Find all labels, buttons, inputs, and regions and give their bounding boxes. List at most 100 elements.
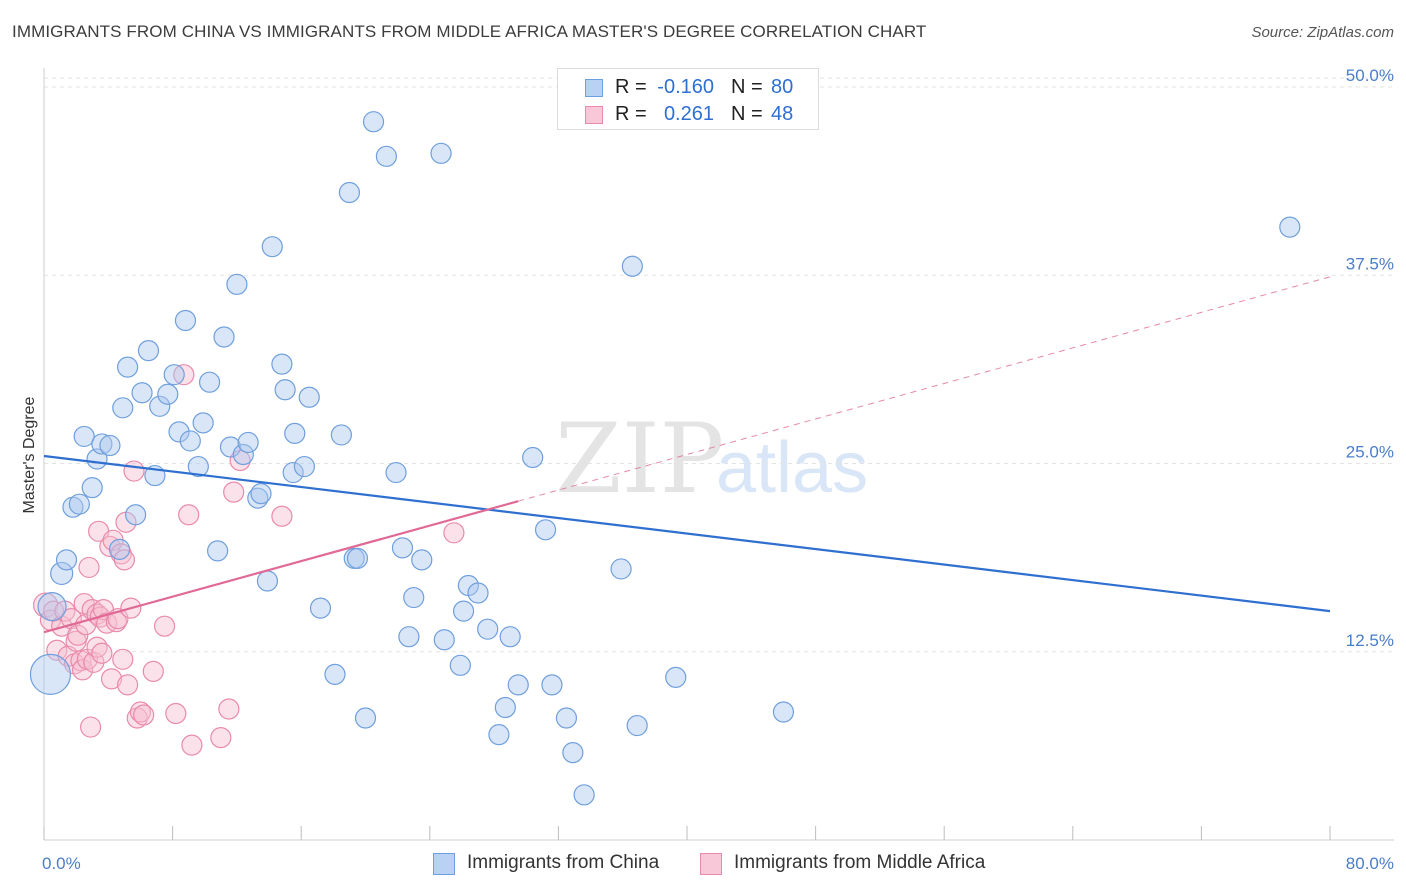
china-point: [284, 422, 306, 445]
tick-labels: 12.5% 25.0% 37.5% 50.0% 0.0% 80.0%: [42, 66, 1394, 873]
china-point: [213, 326, 235, 348]
china-point: [562, 742, 584, 764]
x-tick-label: 0.0%: [42, 854, 81, 873]
china-point: [226, 273, 248, 295]
china-n-value: 80: [771, 76, 794, 98]
china-point: [494, 696, 516, 719]
africa-point: [210, 726, 232, 749]
africa-point: [78, 556, 100, 579]
china-point: [488, 723, 510, 746]
china-point: [391, 537, 414, 559]
china-point: [330, 424, 352, 446]
x-tick-label: 80.0%: [1346, 854, 1394, 873]
bottom-africa-swatch: [700, 853, 722, 875]
africa-point: [123, 460, 145, 482]
china-point: [541, 674, 563, 696]
china-point: [522, 446, 544, 469]
africa-point: [178, 504, 200, 526]
china-point: [354, 707, 377, 729]
china-point: [207, 540, 229, 562]
china-point: [108, 538, 131, 560]
africa-point: [100, 668, 123, 690]
china-point: [198, 371, 221, 393]
africa-point: [165, 702, 187, 725]
china-point: [403, 586, 425, 609]
china-point: [430, 142, 452, 164]
china-point: [163, 364, 185, 386]
china-point: [73, 425, 95, 448]
china-point: [192, 412, 214, 434]
china-point: [309, 597, 332, 619]
china-point: [219, 436, 242, 458]
china-point: [555, 707, 578, 729]
africa-r-label: R =: [615, 103, 647, 125]
africa-n-value: 48: [771, 103, 794, 125]
china-point: [256, 570, 279, 592]
y-axis-title: Master's Degree: [21, 396, 38, 513]
china-point: [610, 558, 632, 580]
trendlines: [43, 276, 1331, 634]
china-point: [137, 339, 160, 362]
source-label: Source: ZipAtlas.com: [1251, 24, 1394, 41]
africa-point: [133, 704, 155, 726]
china-point: [157, 383, 179, 405]
africa-point: [80, 716, 102, 738]
china-point: [507, 674, 529, 696]
gridlines: [44, 77, 1394, 653]
china-point: [237, 431, 259, 454]
china-point: [174, 309, 197, 332]
china-point: [467, 582, 489, 604]
y-tick-label: 12.5%: [1346, 631, 1394, 650]
china-r-label: R =: [615, 76, 647, 98]
africa-points: [33, 364, 465, 756]
china-point: [433, 629, 455, 651]
china-points: [29, 108, 1301, 806]
china-trendline: [43, 454, 1331, 613]
china-point: [131, 382, 153, 404]
china-point: [293, 455, 316, 478]
legend-box: R = -0.160 N = 80 R = 0.261 N = 48: [557, 68, 819, 130]
china-point: [81, 477, 103, 499]
china-point: [573, 784, 595, 806]
y-tick-label: 25.0%: [1346, 443, 1394, 462]
china-point: [324, 663, 346, 685]
china-point: [452, 600, 475, 622]
africa-point: [223, 481, 245, 503]
china-point: [261, 236, 283, 258]
china-point: [91, 433, 113, 455]
africa-point: [112, 648, 134, 670]
china-point: [772, 701, 795, 723]
china-point: [37, 591, 67, 622]
y-tick-label: 37.5%: [1346, 254, 1394, 273]
y-tick-label: 50.0%: [1346, 66, 1394, 85]
chart-title: IMMIGRANTS FROM CHINA VS IMMIGRANTS FROM…: [12, 22, 927, 41]
africa-swatch: [585, 106, 603, 124]
africa-point: [116, 674, 139, 696]
china-point: [385, 461, 407, 484]
china-point: [187, 455, 209, 478]
china-point: [477, 618, 499, 640]
china-point: [362, 111, 385, 133]
china-point: [665, 666, 687, 688]
africa-n-label: N =: [731, 103, 763, 125]
china-point: [50, 561, 74, 586]
china-swatch: [585, 79, 603, 97]
china-point: [232, 443, 254, 466]
africa-point: [91, 642, 113, 664]
china-point: [168, 421, 190, 443]
china-point: [534, 519, 557, 541]
china-point: [1279, 216, 1301, 238]
china-point: [499, 626, 521, 648]
china-point: [449, 654, 471, 676]
china-point: [626, 714, 648, 737]
china-n-label: N =: [731, 76, 763, 98]
china-point: [271, 353, 293, 375]
africa-point: [46, 639, 68, 661]
africa-point: [67, 624, 89, 646]
bottom-africa-label: Immigrants from Middle Africa: [734, 852, 986, 873]
china-point: [55, 549, 78, 571]
africa-point: [271, 505, 293, 527]
china-point: [125, 504, 147, 526]
china-point: [398, 626, 420, 648]
